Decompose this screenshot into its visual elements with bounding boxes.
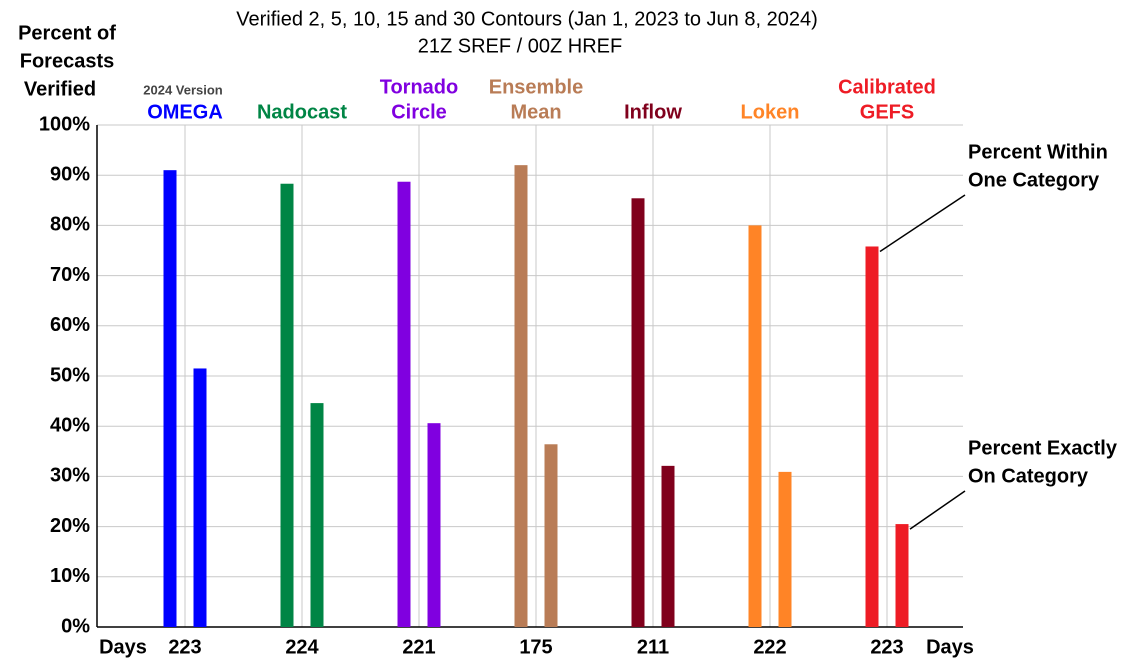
x-tick-label: 223 — [870, 636, 903, 658]
x-tick-label: 211 — [637, 636, 669, 658]
bar — [193, 368, 207, 627]
bar — [280, 183, 294, 627]
subtitle: Verified 2, 5, 10, 15 and 30 Contours (J… — [236, 8, 818, 30]
annotation: Percent Exactly — [968, 437, 1118, 459]
category-label: Ensemble — [489, 76, 583, 98]
bar — [514, 165, 528, 627]
x-axis-label: Days — [99, 636, 147, 658]
bar — [631, 198, 645, 628]
annotation: On Category — [968, 465, 1089, 487]
y-tick-label: 100% — [39, 113, 90, 135]
x-tick-label: 222 — [753, 636, 786, 658]
version-note: 2024 Version — [143, 82, 223, 97]
x-tick-label: 224 — [285, 636, 319, 658]
annotation: Percent Within — [968, 141, 1108, 163]
category-label: Calibrated — [838, 76, 936, 98]
x-tick-label: 221 — [402, 636, 435, 658]
bar — [661, 465, 675, 627]
x-tick-label: 175 — [519, 636, 552, 658]
subtitle: 21Z SREF / 00Z HREF — [418, 35, 623, 57]
y-tick-label: 90% — [50, 163, 90, 185]
y-axis-label: Verified — [24, 78, 96, 100]
y-axis-label: Forecasts — [20, 50, 115, 72]
y-tick-label: 50% — [50, 364, 90, 386]
bar — [544, 444, 558, 627]
category-label: Loken — [741, 101, 800, 123]
category-label: Mean — [510, 101, 561, 123]
y-tick-label: 80% — [50, 214, 90, 236]
bar — [895, 524, 909, 627]
category-label: GEFS — [860, 101, 914, 123]
y-tick-label: 60% — [50, 314, 90, 336]
y-tick-label: 0% — [61, 615, 90, 637]
y-tick-label: 20% — [50, 515, 90, 537]
bar — [310, 403, 324, 627]
bar — [427, 423, 441, 627]
x-axis-label: Days — [926, 636, 974, 658]
category-label: Nadocast — [257, 101, 347, 123]
y-axis-label: Percent of — [18, 22, 116, 44]
y-tick-label: 70% — [50, 264, 90, 286]
bar — [397, 181, 411, 627]
annotation-line — [879, 194, 966, 253]
category-label: Inflow — [624, 101, 682, 123]
bar — [865, 246, 879, 627]
bar — [778, 471, 792, 627]
bar — [748, 225, 762, 627]
category-label: Circle — [391, 101, 447, 123]
y-tick-label: 30% — [50, 465, 90, 487]
x-tick-label: 223 — [168, 636, 201, 658]
y-tick-label: 10% — [50, 565, 90, 587]
annotation: One Category — [968, 169, 1100, 191]
y-tick-label: 40% — [50, 414, 90, 436]
bar — [163, 170, 177, 627]
annotation-line — [909, 490, 966, 530]
category-label: OMEGA — [147, 101, 223, 123]
category-label: Tornado — [380, 76, 459, 98]
